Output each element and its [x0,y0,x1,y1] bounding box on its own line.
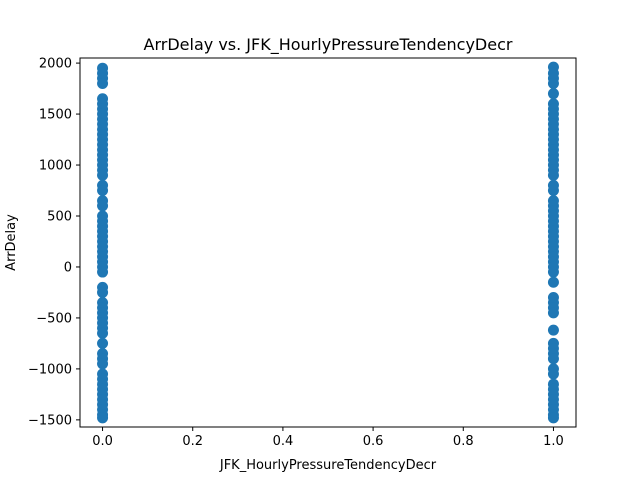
data-point [547,169,559,181]
data-point [547,412,559,424]
y-tick-label: 500 [47,209,72,224]
data-point [97,169,109,181]
data-point [547,77,559,89]
x-tick-label: 0.2 [182,434,203,449]
data-point [547,368,559,380]
y-tick-label: −1000 [28,362,72,377]
data-point [547,266,559,278]
x-tick-label: 0.4 [273,434,294,449]
data-point [97,200,109,212]
data-point [97,337,109,349]
x-tick-label: 1.0 [543,434,564,449]
data-point [547,185,559,197]
data-point [97,327,109,339]
y-tick-label: 2000 [39,57,72,72]
y-tick-label: 0 [64,260,72,275]
data-point [97,77,109,89]
points-layer [97,61,559,424]
data-point [97,185,109,197]
y-tick-label: −1500 [28,413,72,428]
data-point [97,266,109,278]
data-point [547,276,559,288]
x-tick-label: 0.6 [363,434,384,449]
data-point [547,88,559,100]
y-tick-label: −500 [36,311,72,326]
data-point [97,286,109,298]
x-axis: 0.0 0.2 0.4 0.6 0.8 1.0 [92,427,564,449]
data-point [547,324,559,336]
x-axis-label: JFK_HourlyPressureTendencyDecr [219,458,437,473]
plot-frame [79,57,577,428]
chart-title: ArrDelay vs. JFK_HourlyPressureTendencyD… [144,35,513,55]
y-axis: −1500 −1000 −500 0 500 1000 1500 2000 [28,57,80,428]
y-tick-label: 1000 [39,159,72,174]
y-axis-label: ArrDelay [4,214,19,271]
data-point [547,353,559,365]
data-point [547,307,559,319]
x-tick-label: 0.8 [453,434,474,449]
x-tick-label: 0.0 [92,434,113,449]
data-point [97,358,109,370]
y-tick-label: 1500 [39,108,72,123]
data-point [97,412,109,424]
